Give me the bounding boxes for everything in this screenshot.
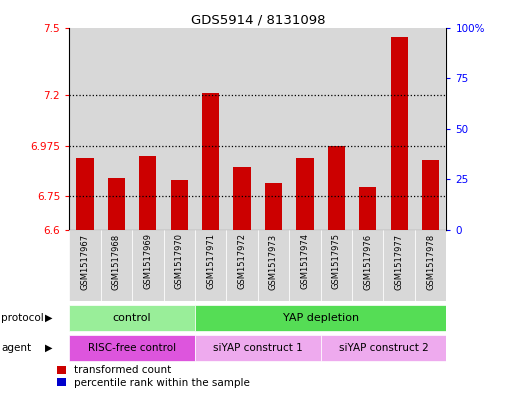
Bar xyxy=(359,187,377,230)
Text: GSM1517976: GSM1517976 xyxy=(363,233,372,290)
FancyBboxPatch shape xyxy=(321,230,352,301)
Text: GSM1517975: GSM1517975 xyxy=(332,233,341,289)
Bar xyxy=(422,160,439,230)
Text: ▶: ▶ xyxy=(45,313,52,323)
Point xyxy=(238,114,246,120)
FancyBboxPatch shape xyxy=(195,230,226,301)
Text: ▶: ▶ xyxy=(45,343,52,353)
Text: GSM1517973: GSM1517973 xyxy=(269,233,278,290)
FancyBboxPatch shape xyxy=(69,230,101,301)
FancyBboxPatch shape xyxy=(164,230,195,301)
Bar xyxy=(321,28,352,230)
Text: GSM1517977: GSM1517977 xyxy=(394,233,404,290)
Bar xyxy=(69,28,101,230)
Bar xyxy=(297,158,313,230)
Bar xyxy=(328,145,345,230)
Point xyxy=(395,101,403,108)
Bar xyxy=(390,37,408,230)
Point xyxy=(175,118,183,124)
FancyBboxPatch shape xyxy=(195,305,446,331)
Bar xyxy=(202,93,219,230)
FancyBboxPatch shape xyxy=(352,230,383,301)
Text: GSM1517978: GSM1517978 xyxy=(426,233,435,290)
FancyBboxPatch shape xyxy=(69,335,195,361)
Title: GDS5914 / 8131098: GDS5914 / 8131098 xyxy=(190,13,325,26)
FancyBboxPatch shape xyxy=(289,230,321,301)
Point xyxy=(332,114,341,120)
Bar xyxy=(352,28,383,230)
Bar xyxy=(132,28,164,230)
Point xyxy=(364,116,372,122)
Text: protocol: protocol xyxy=(1,313,44,323)
Bar xyxy=(195,28,226,230)
Text: GSM1517970: GSM1517970 xyxy=(175,233,184,289)
Bar xyxy=(233,167,251,230)
Point xyxy=(269,116,278,122)
FancyBboxPatch shape xyxy=(383,230,415,301)
Point xyxy=(144,109,152,116)
FancyBboxPatch shape xyxy=(195,335,321,361)
Text: GSM1517971: GSM1517971 xyxy=(206,233,215,289)
Bar xyxy=(265,183,282,230)
Point xyxy=(207,105,215,112)
FancyBboxPatch shape xyxy=(321,335,446,361)
Bar xyxy=(415,28,446,230)
FancyBboxPatch shape xyxy=(226,230,258,301)
FancyBboxPatch shape xyxy=(69,305,195,331)
Bar xyxy=(171,180,188,230)
Point xyxy=(301,114,309,120)
Bar xyxy=(76,158,93,230)
FancyBboxPatch shape xyxy=(415,230,446,301)
Point xyxy=(426,114,435,120)
Text: agent: agent xyxy=(1,343,31,353)
Text: control: control xyxy=(113,313,151,323)
Legend: transformed count, percentile rank within the sample: transformed count, percentile rank withi… xyxy=(56,365,250,388)
FancyBboxPatch shape xyxy=(258,230,289,301)
Point xyxy=(112,118,121,124)
Bar xyxy=(226,28,258,230)
Bar xyxy=(101,28,132,230)
Bar xyxy=(108,178,125,230)
Bar xyxy=(258,28,289,230)
Bar xyxy=(289,28,321,230)
Text: GSM1517969: GSM1517969 xyxy=(143,233,152,289)
Point xyxy=(81,111,89,118)
Text: YAP depletion: YAP depletion xyxy=(283,313,359,323)
Text: GSM1517972: GSM1517972 xyxy=(238,233,247,289)
Bar xyxy=(383,28,415,230)
Text: GSM1517967: GSM1517967 xyxy=(81,233,89,290)
FancyBboxPatch shape xyxy=(132,230,164,301)
FancyBboxPatch shape xyxy=(101,230,132,301)
Text: GSM1517974: GSM1517974 xyxy=(301,233,309,289)
Text: GSM1517968: GSM1517968 xyxy=(112,233,121,290)
Text: siYAP construct 1: siYAP construct 1 xyxy=(213,343,303,353)
Bar xyxy=(164,28,195,230)
Text: siYAP construct 2: siYAP construct 2 xyxy=(339,343,428,353)
Text: RISC-free control: RISC-free control xyxy=(88,343,176,353)
Bar xyxy=(139,156,156,230)
